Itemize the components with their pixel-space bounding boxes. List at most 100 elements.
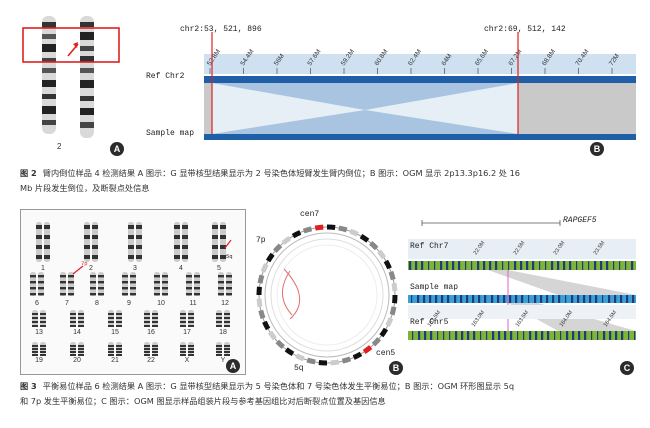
circos-segment: [306, 357, 316, 365]
circos-segment: [257, 274, 265, 284]
label-band: [455, 331, 457, 340]
chromosome-label: 16: [147, 329, 155, 336]
highlight-box: [22, 27, 120, 63]
circos-segment: [391, 282, 398, 292]
chromosome-pair-X: [180, 342, 194, 356]
label-band: [422, 261, 424, 270]
chromosome-label: 22: [147, 357, 155, 364]
label-band: [440, 261, 442, 270]
label-band: [489, 261, 491, 270]
label-band: [417, 295, 419, 303]
label-band: [484, 261, 486, 270]
chromosome-pair-21: [108, 342, 122, 356]
label-band: [620, 295, 622, 303]
ref-chr5-bar: [408, 331, 636, 340]
label-band: [498, 331, 500, 340]
chromosome-pair-8: [90, 272, 104, 296]
label-band: [510, 295, 512, 303]
chromosome-pair-5: [212, 222, 226, 262]
label-band: [569, 261, 571, 270]
circos-segment: [295, 353, 305, 362]
label-cen7: cen7: [300, 210, 320, 219]
label-band: [526, 261, 528, 270]
label-band: [473, 331, 475, 340]
label-band: [461, 295, 463, 303]
circos-segment: [330, 359, 340, 366]
circos-segment: [377, 249, 387, 260]
label-band: [536, 331, 538, 340]
label-band: [466, 295, 468, 303]
label-band: [540, 295, 542, 303]
chromosome-pair-9: [122, 272, 136, 296]
label-band: [578, 295, 580, 303]
fig2-caption-number: 图 2: [20, 168, 37, 178]
label-band: [572, 295, 574, 303]
label-band: [606, 261, 608, 270]
circos-segment: [385, 317, 394, 327]
chromosome-label: 21: [111, 357, 119, 364]
circos-segment: [341, 356, 352, 364]
label-band: [548, 331, 550, 340]
label-band: [529, 331, 531, 340]
label-band: [584, 331, 586, 340]
label-band: [595, 261, 597, 270]
circos-segment: [389, 306, 397, 316]
label-band: [535, 295, 537, 303]
chromosome-pair-22: [144, 342, 158, 356]
label-band: [411, 295, 413, 303]
label-band: [585, 331, 587, 340]
label-5q: 5q: [226, 253, 233, 260]
chromosome-2-left: [42, 16, 56, 134]
label-band: [609, 295, 611, 303]
label-band: [602, 295, 604, 303]
label-band: [441, 261, 443, 270]
label-band: [459, 261, 461, 270]
label-band: [545, 261, 547, 270]
chromosome-pair-2: [84, 222, 98, 262]
label-band: [596, 295, 598, 303]
label-band: [484, 295, 486, 303]
label-band: [546, 295, 548, 303]
chromosome-pair-14: [70, 310, 84, 327]
label-band: [485, 295, 487, 303]
chromosome-label: 13: [35, 329, 43, 336]
label-band: [461, 331, 463, 340]
circos-segment: [302, 226, 313, 234]
chromosome-pair-12: [218, 272, 232, 296]
label-band: [436, 295, 438, 303]
arrow-5q: [224, 239, 232, 249]
label-band: [503, 295, 505, 303]
label-band: [492, 331, 494, 340]
label-band: [542, 331, 544, 340]
label-band: [479, 295, 481, 303]
circos-segment: [314, 224, 324, 231]
label-band: [573, 331, 575, 340]
circos-segment: [265, 252, 275, 263]
label-band: [601, 261, 603, 270]
label-band: [521, 261, 523, 270]
label-band: [579, 331, 581, 340]
chromosome-2-right: [80, 16, 94, 138]
fig2-panel-b: 52.8M 54.4M 56M 57.6M 59.2M 60.8M 62.4M 64M 65.6…: [136, 10, 636, 160]
label-band: [458, 261, 460, 270]
circos-segment: [260, 263, 269, 273]
circos-segment: [262, 320, 271, 331]
label-band: [610, 331, 612, 340]
label-band: [421, 261, 423, 270]
circos-segment: [379, 327, 389, 338]
label-band: [634, 331, 636, 340]
chromosome-pair-16: [144, 310, 158, 327]
fig3-caption-number: 图 3: [20, 381, 37, 391]
label-band: [582, 261, 584, 270]
label-band: [576, 261, 578, 270]
chromosome-label: 20: [73, 357, 81, 364]
label-band: [425, 331, 427, 340]
label-band: [621, 295, 623, 303]
label-band: [523, 331, 525, 340]
label-band: [412, 331, 414, 340]
label-7p: 7p: [81, 260, 88, 267]
label-band: [490, 261, 492, 270]
chromosome-pair-Y: [216, 342, 230, 356]
label-band: [532, 261, 534, 270]
label-band: [565, 295, 567, 303]
